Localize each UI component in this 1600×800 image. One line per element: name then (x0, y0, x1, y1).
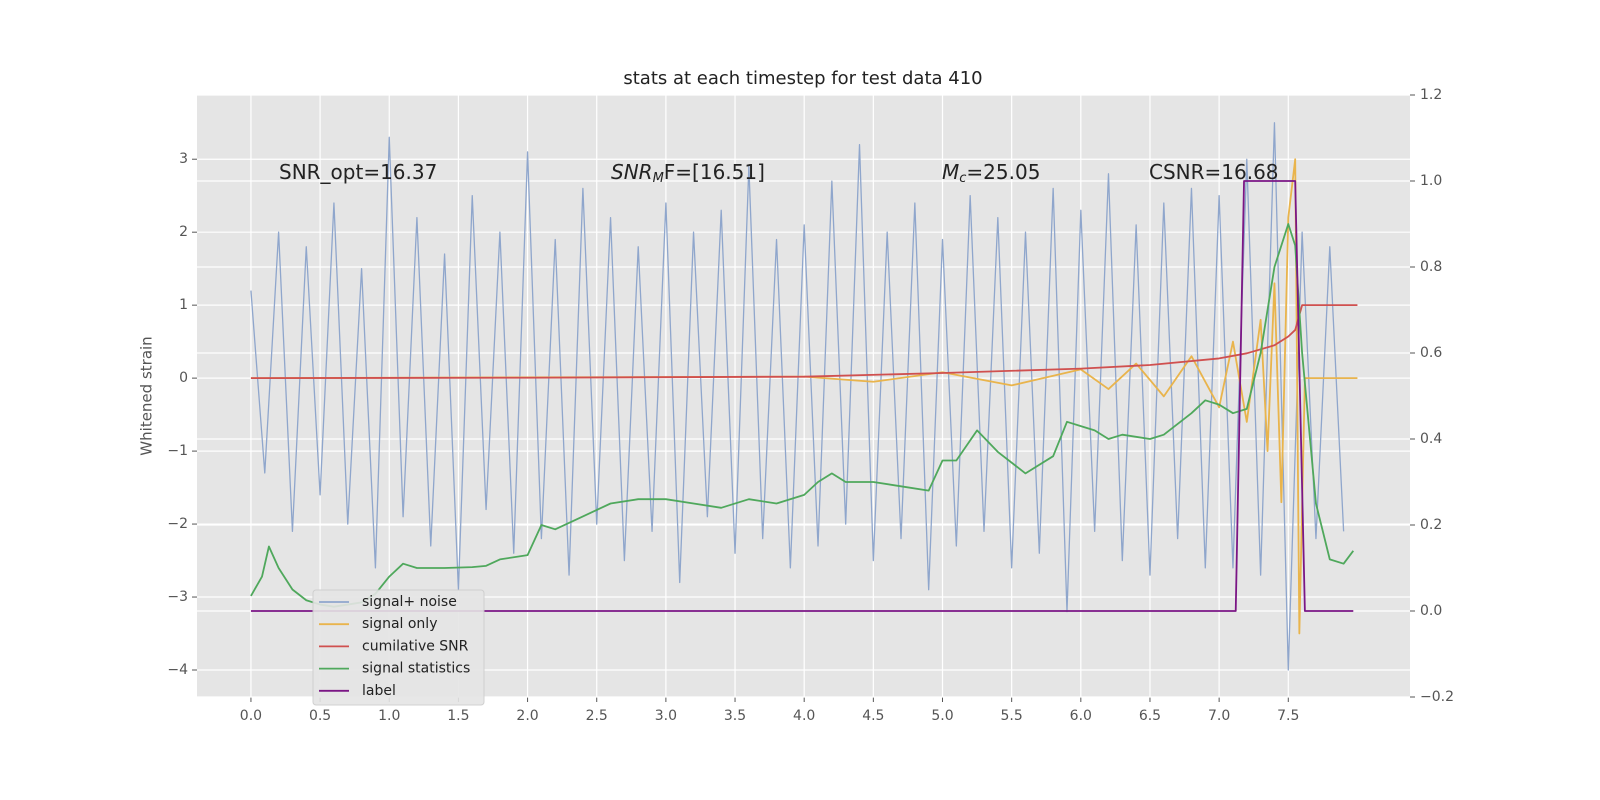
series-line (250, 122, 1345, 671)
y2-tick-label: 0.2 (1420, 517, 1442, 533)
x-tick-label: 1.5 (447, 708, 469, 724)
x-tick-label: 3.5 (724, 708, 746, 724)
x-tick-label: 3.0 (655, 708, 677, 724)
x-tick-label: 6.0 (1070, 708, 1092, 724)
y2-tick-label: 0.4 (1420, 431, 1442, 447)
y2-tick-label: 0.8 (1420, 259, 1442, 275)
series-line (250, 304, 1358, 380)
y2-tick-label: −0.2 (1420, 689, 1454, 705)
y-tick-label: −2 (167, 516, 188, 532)
x-tick-label: 7.5 (1277, 708, 1299, 724)
legend-label: signal statistics (362, 661, 470, 677)
annotation-text: M (942, 160, 959, 184)
legend-label: signal only (362, 616, 437, 632)
series-line (250, 223, 1355, 608)
annotation-text: CSNR=16.68 (1149, 160, 1279, 184)
annotation-text: SNR_opt=16.37 (279, 160, 437, 184)
x-tick-label: 5.0 (931, 708, 953, 724)
annotation: SNRMF=[16.51] (611, 160, 765, 186)
grid (192, 94, 1415, 702)
x-tick-label: 0.5 (309, 708, 331, 724)
y2-tick-label: 0.6 (1420, 345, 1442, 361)
y-tick-label: 2 (179, 224, 188, 240)
labels: 0.0 0.5 1.0 1.5 2.0 2.5 3.0 3.5 4.0 4.5 5.0 5.5 6.0 6… (167, 87, 1454, 724)
x-tick-label: 7.0 (1208, 708, 1230, 724)
annotation: SNR_opt=16.37 (279, 160, 437, 184)
y-tick-label: 1 (179, 297, 188, 313)
annotation-sub: M (653, 171, 664, 186)
y-tick-label: 0 (179, 370, 188, 386)
annotation-text: SNR (611, 160, 653, 184)
annotation-sub: c (959, 171, 966, 186)
x-tick-label: 2.5 (586, 708, 608, 724)
marks (250, 122, 1358, 671)
x-tick-label: 1.0 (378, 708, 400, 724)
legend-box (312, 589, 485, 706)
y-tick-label: 3 (179, 151, 188, 167)
legend-label: signal+ noise (362, 594, 457, 610)
y2-tick-label: 0.0 (1420, 603, 1442, 619)
x-tick-label: 2.0 (516, 708, 538, 724)
annotation: Mc=25.05 (942, 160, 1040, 186)
series-line (250, 180, 1354, 612)
annotation-rest: F=[16.51] (664, 160, 765, 184)
annotation: CSNR=16.68 (1149, 160, 1279, 184)
x-tick-label: 4.5 (862, 708, 884, 724)
x-tick-label: 0.0 (240, 708, 262, 724)
x-tick-label: 4.0 (793, 708, 815, 724)
annotation-rest: =25.05 (966, 160, 1040, 184)
x-tick-label: 5.5 (1001, 708, 1023, 724)
y-tick-label: −4 (167, 662, 188, 678)
y-axis-label: Whitened strain (138, 336, 156, 455)
y-tick-label: −1 (167, 443, 188, 459)
y2-tick-label: 1.0 (1420, 173, 1442, 189)
legend-label: cumilative SNR (362, 638, 469, 654)
y-tick-label: −3 (167, 589, 188, 605)
y2-tick-label: 1.2 (1420, 87, 1442, 103)
x-tick-label: 6.5 (1139, 708, 1161, 724)
series-line (250, 158, 1358, 635)
legend-label: label (362, 683, 396, 699)
chart-title: stats at each timestep for test data 410 (623, 68, 982, 89)
